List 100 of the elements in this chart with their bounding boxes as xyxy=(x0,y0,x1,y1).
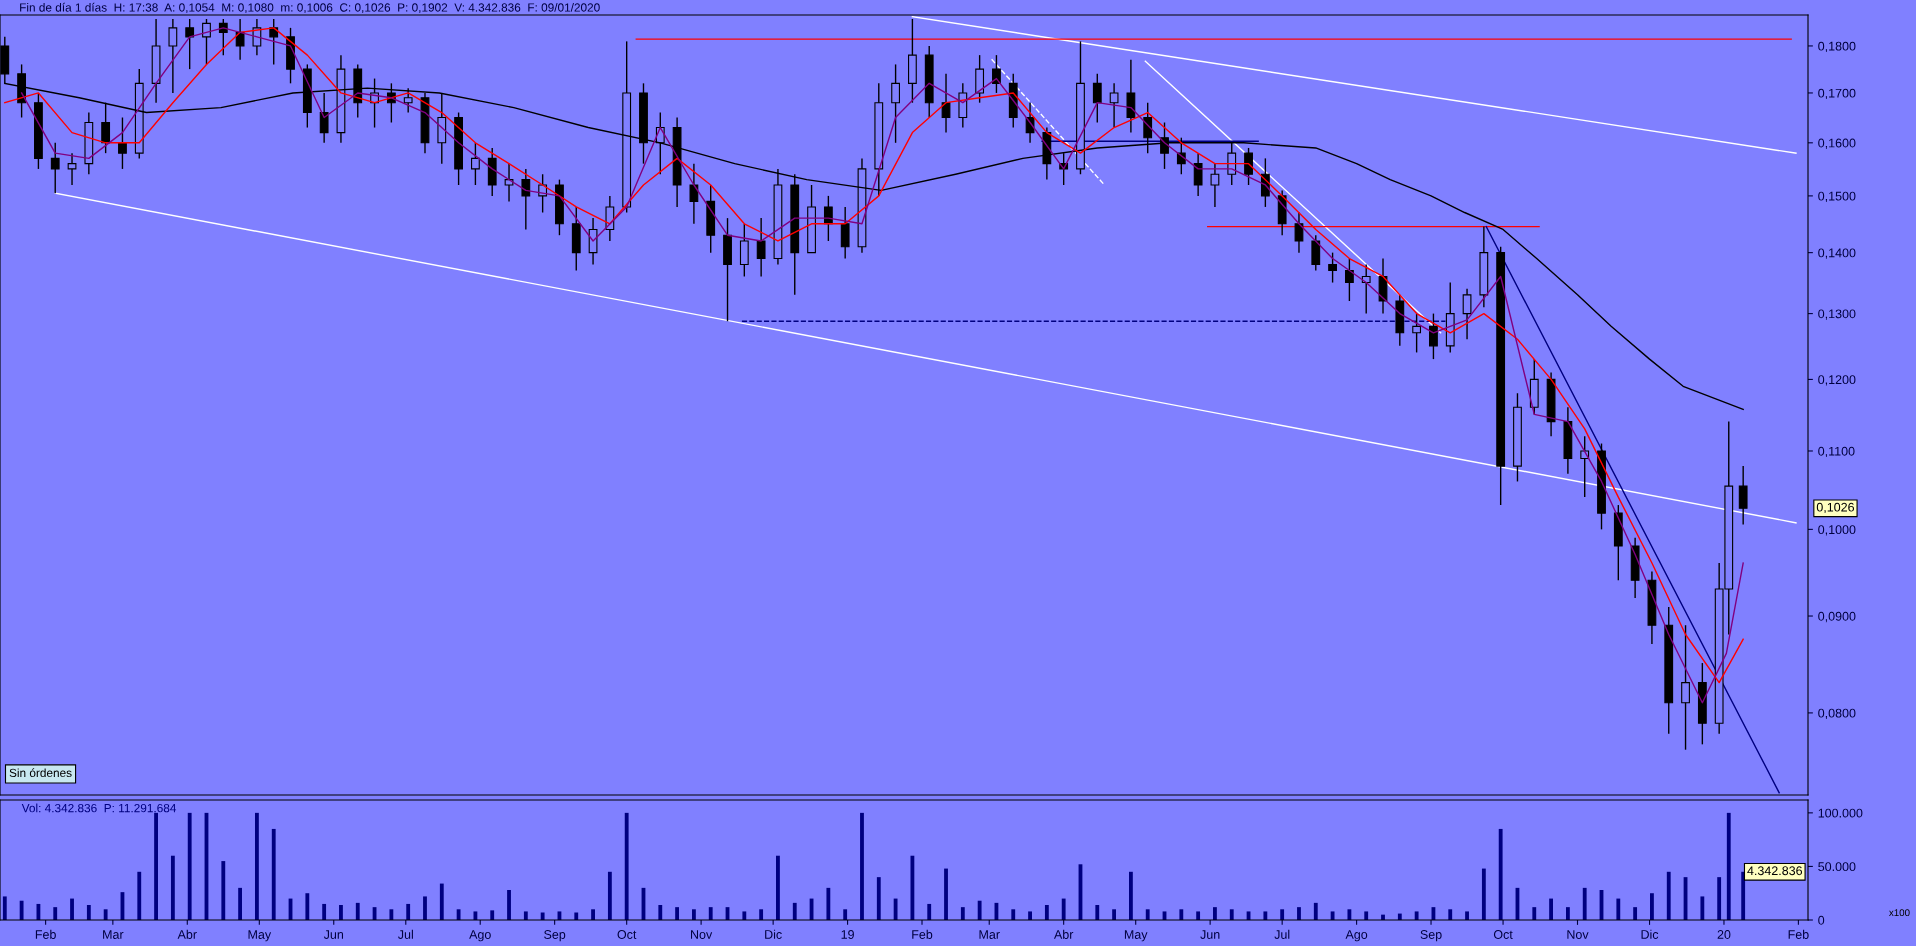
bar xyxy=(1741,871,1746,920)
y-tick-label: 0,0800 xyxy=(1818,708,1856,720)
bar xyxy=(1196,911,1201,920)
bar xyxy=(910,855,915,920)
bar xyxy=(1028,911,1032,920)
bar xyxy=(1549,898,1554,920)
bar xyxy=(1263,911,1268,920)
bar xyxy=(1666,871,1671,920)
annotation: Sin órdenes xyxy=(9,768,72,778)
bar xyxy=(406,903,411,920)
bar xyxy=(154,812,158,920)
bar xyxy=(423,896,427,920)
bar xyxy=(893,898,898,920)
y-tick-label: 0,1100 xyxy=(1818,446,1855,458)
bar xyxy=(1650,893,1654,920)
text: x100 xyxy=(1889,909,1910,917)
bar xyxy=(776,855,780,920)
x-tick-label: Dic xyxy=(765,929,782,939)
candlestick xyxy=(588,217,598,266)
candlestick xyxy=(50,142,60,194)
bar xyxy=(826,887,831,920)
x-tick-label: Jun xyxy=(323,930,344,939)
chart-title: Vol: 4.342.836 P: 11.291.684 xyxy=(21,803,177,813)
bar xyxy=(1145,909,1150,920)
bar xyxy=(1465,911,1469,920)
annotation: 4.342.836 xyxy=(1747,866,1803,876)
candlestick xyxy=(403,87,413,114)
x-tick-label: 19 xyxy=(841,930,854,939)
bar xyxy=(221,861,226,920)
bar xyxy=(658,905,663,920)
bar xyxy=(187,812,192,920)
x-tick-label: Mar xyxy=(979,930,1000,939)
candlestick xyxy=(168,18,178,94)
x-tick-label: Oct xyxy=(1493,930,1513,939)
bar xyxy=(708,907,713,920)
bar xyxy=(607,871,612,920)
y-tick-label: 0,1000 xyxy=(1818,525,1856,536)
x-tick-label: May xyxy=(248,930,272,942)
candlestick xyxy=(118,116,127,170)
x-tick-label: Feb xyxy=(1788,929,1809,939)
candlestick xyxy=(756,217,766,278)
bar xyxy=(1011,909,1016,920)
bar xyxy=(456,909,461,920)
candlestick xyxy=(1429,312,1438,360)
bar xyxy=(624,812,629,920)
candlestick xyxy=(891,63,900,144)
candlestick xyxy=(1109,82,1119,129)
bar xyxy=(1297,907,1301,920)
y-tick-label: 100.000 xyxy=(1818,808,1863,818)
x-tick-label: May xyxy=(1124,930,1148,942)
bar xyxy=(574,912,579,920)
bar xyxy=(305,893,310,920)
candlestick xyxy=(202,18,211,66)
bar xyxy=(1616,898,1621,920)
x-tick-label: Ago xyxy=(1345,930,1368,942)
bar xyxy=(1532,907,1537,920)
x-tick-label: Jul xyxy=(397,929,413,939)
candlestick xyxy=(941,73,951,134)
candlestick xyxy=(1412,312,1422,354)
x-tick-label: Jul xyxy=(1274,929,1290,939)
bar xyxy=(271,828,276,920)
bar xyxy=(1213,907,1217,920)
candlestick xyxy=(101,101,111,154)
bar xyxy=(691,909,696,920)
candlestick xyxy=(471,142,480,186)
x-tick-label: Abr xyxy=(177,929,197,939)
y-tick-label: 0,1800 xyxy=(1818,41,1856,53)
y-tick-label: 0 xyxy=(1818,915,1825,925)
candlestick xyxy=(185,18,195,70)
y-tick-label: 0,1400 xyxy=(1818,248,1856,259)
candlestick xyxy=(1143,101,1153,154)
bar xyxy=(1481,868,1486,920)
bar xyxy=(322,903,327,920)
x-tick-label: Nov xyxy=(691,930,713,939)
y-tick-label: 0,1700 xyxy=(1818,88,1856,100)
bar xyxy=(1498,828,1503,920)
bar xyxy=(1112,909,1117,920)
bar xyxy=(238,887,243,920)
candlestick xyxy=(67,152,77,186)
bar xyxy=(36,903,41,920)
bar xyxy=(389,909,394,920)
bar xyxy=(1044,905,1049,920)
candlestick xyxy=(1328,251,1337,284)
bar xyxy=(1414,911,1419,920)
x-tick-label: Dic xyxy=(1641,929,1659,939)
candlestick xyxy=(235,18,245,61)
bar xyxy=(944,868,948,920)
bar xyxy=(170,855,175,920)
bar xyxy=(254,812,259,920)
bar xyxy=(876,877,881,920)
bar xyxy=(19,900,24,920)
bar xyxy=(1364,911,1369,920)
candlestick xyxy=(689,162,699,225)
bar xyxy=(1229,909,1234,920)
chart-title: Fin de día 1 días H: 17:38 A: 0,1054 M: 0,1080 m: 0,1006 C: 0,1026 P: 0,1902 V: 4.342.836 F: 09/01/2020 xyxy=(20,2,600,14)
bar xyxy=(1095,905,1100,920)
y-tick-label: 0,1200 xyxy=(1818,375,1856,386)
bar xyxy=(540,912,545,920)
bar xyxy=(1565,907,1570,920)
candlestick xyxy=(1092,73,1102,124)
